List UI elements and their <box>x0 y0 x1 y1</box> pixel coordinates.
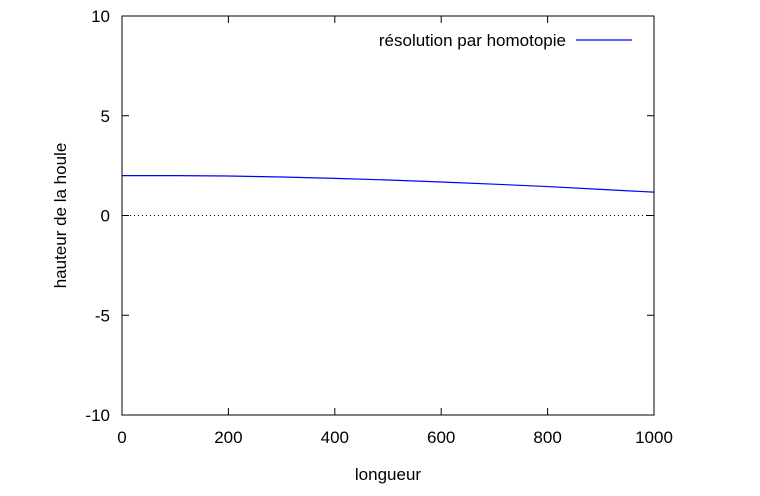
y-tick-label: 5 <box>101 107 110 126</box>
x-tick-label: 600 <box>427 428 455 447</box>
x-tick-label: 800 <box>533 428 561 447</box>
y-tick-label: 10 <box>91 7 110 26</box>
series-line <box>122 175 655 193</box>
y-tick-label: -10 <box>85 406 110 425</box>
y-tick-label: 0 <box>101 207 110 226</box>
x-axis-label: longueur <box>355 465 422 484</box>
y-axis-label: hauteur de la houle <box>51 143 70 289</box>
y-tick-label: -5 <box>95 306 110 325</box>
x-tick-label: 400 <box>321 428 349 447</box>
legend-label: résolution par homotopie <box>379 31 566 50</box>
x-tick-label: 0 <box>117 428 126 447</box>
x-tick-label: 1000 <box>635 428 673 447</box>
x-tick-label: 200 <box>214 428 242 447</box>
